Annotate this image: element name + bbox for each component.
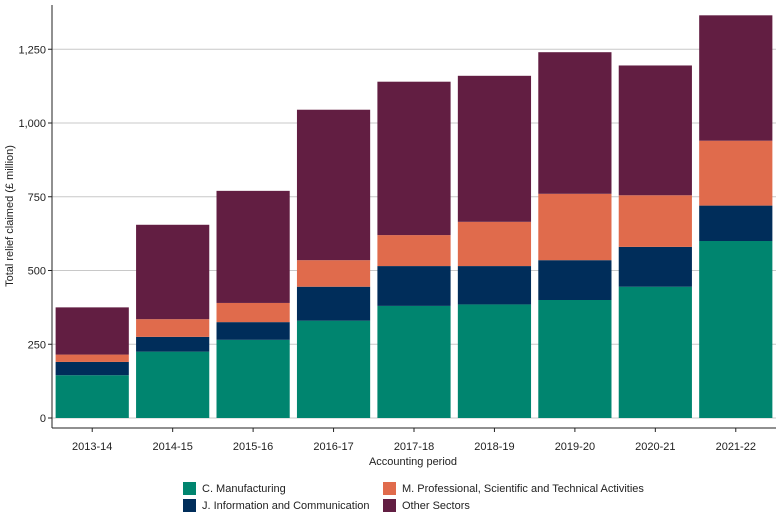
y-tick-label: 500	[28, 266, 46, 278]
bar-segment	[699, 15, 773, 141]
bar-segment	[538, 52, 612, 194]
bar-segment	[457, 75, 532, 222]
legend-label: C. Manufacturing	[202, 482, 286, 495]
legend-swatch	[383, 482, 396, 495]
x-tick-label: 2017-18	[394, 441, 434, 453]
bars	[55, 15, 773, 418]
y-tick-labels: 0 250 500 750 1,000 1,250	[18, 44, 52, 425]
bar-segment	[216, 302, 290, 323]
bar-segment	[377, 266, 451, 306]
y-axis-title: Total relief claimed (£ million)	[4, 145, 16, 287]
bar-segment	[377, 305, 451, 418]
bar-segment	[296, 286, 371, 321]
legend-swatch	[183, 499, 196, 512]
x-axis-title: Accounting period	[369, 456, 457, 468]
legend-label: M. Professional, Scientific and Technica…	[402, 482, 644, 495]
legend-swatch	[183, 482, 196, 495]
bar-segment	[618, 286, 692, 418]
bar-segment	[136, 224, 210, 320]
legend-item-professional: M. Professional, Scientific and Technica…	[383, 480, 683, 497]
bar-segment	[216, 339, 290, 418]
legend-item-information: J. Information and Communication	[183, 497, 383, 514]
legend-label: J. Information and Communication	[202, 499, 370, 512]
bar-segment	[377, 81, 451, 236]
bar-segment	[538, 260, 612, 300]
bar-segment	[136, 336, 210, 352]
stacked-bar-chart: 0 250 500 750 1,000 1,250 2013-14 2014-15 2015-…	[4, 5, 776, 468]
bar-segment	[457, 304, 532, 418]
bar-segment	[538, 193, 612, 261]
bar-segment	[136, 319, 210, 337]
bar-segment	[699, 140, 773, 206]
bar-segment	[699, 241, 773, 418]
x-tick-label: 2019-20	[555, 441, 595, 453]
bar-segment	[296, 109, 371, 261]
y-tick-label: 250	[28, 339, 46, 351]
legend-item-other: Other Sectors	[383, 497, 683, 514]
bar-segment	[55, 361, 129, 376]
legend-swatch	[383, 499, 396, 512]
bar-segment	[699, 205, 773, 241]
x-tick-label: 2015-16	[233, 441, 273, 453]
y-tick-label: 750	[28, 192, 46, 204]
x-tick-label: 2014-15	[152, 441, 192, 453]
x-tick-label: 2018-19	[474, 441, 514, 453]
x-tick-label: 2020-21	[635, 441, 675, 453]
bar-segment	[55, 354, 129, 362]
x-tick-label: 2016-17	[313, 441, 353, 453]
bar-segment	[296, 320, 371, 418]
x-tick-label: 2013-14	[72, 441, 112, 453]
bar-segment	[216, 322, 290, 340]
x-tick-labels: 2013-14 2014-15 2015-16 2016-17 2017-18 2018-…	[72, 428, 756, 453]
bar-segment	[457, 266, 532, 305]
bar-segment	[457, 221, 532, 267]
y-tick-label: 1,250	[18, 44, 46, 56]
bar-segment	[296, 260, 371, 287]
legend-label: Other Sectors	[402, 499, 470, 512]
legend: C. Manufacturing M. Professional, Scient…	[183, 480, 703, 516]
bar-segment	[538, 300, 612, 418]
x-tick-label: 2021-22	[716, 441, 756, 453]
bar-segment	[377, 235, 451, 267]
bar-segment	[216, 190, 290, 303]
bar-segment	[618, 246, 692, 287]
bar-segment	[618, 65, 692, 196]
bar-segment	[618, 195, 692, 247]
y-tick-label: 1,000	[18, 118, 46, 130]
bar-segment	[55, 375, 129, 418]
bar-segment	[55, 307, 129, 355]
legend-item-manufacturing: C. Manufacturing	[183, 480, 383, 497]
y-tick-label: 0	[40, 413, 46, 425]
bar-segment	[136, 351, 210, 418]
